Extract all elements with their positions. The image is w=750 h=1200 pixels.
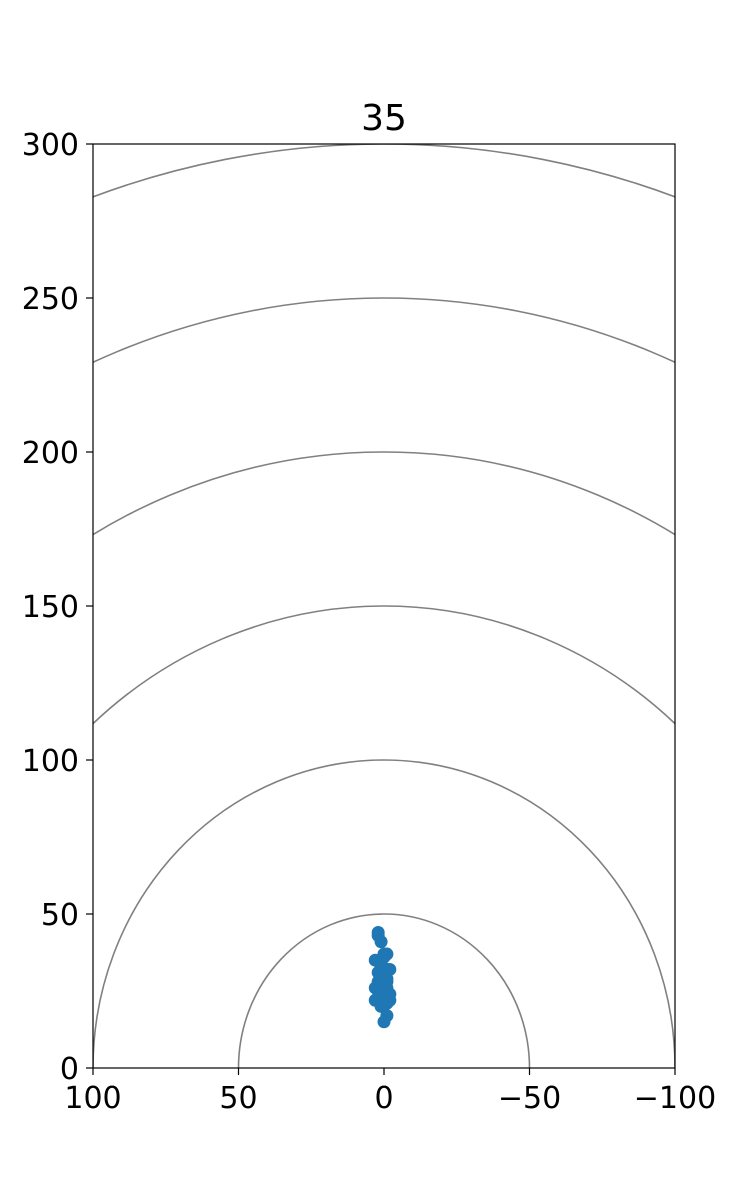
y-tick-label: 200: [22, 436, 79, 471]
x-tick-label: 0: [374, 1081, 393, 1116]
range-ring-150: [93, 605, 675, 725]
y-tick-label: 250: [22, 282, 79, 317]
data-points: [368, 925, 397, 1029]
range-ring-50: [237, 913, 531, 1068]
x-tick-label: 50: [219, 1081, 257, 1116]
data-point: [374, 935, 388, 949]
x-axis-ticks: 100 50 0 −50 −100: [64, 1068, 716, 1116]
data-point: [377, 1015, 391, 1029]
x-tick-label: −50: [498, 1081, 561, 1116]
data-point: [368, 953, 382, 967]
y-tick-label: 100: [22, 744, 79, 779]
y-tick-label: 150: [22, 590, 79, 625]
x-tick-label: 100: [64, 1081, 121, 1116]
range-ring-100: [93, 759, 675, 1068]
y-tick-label: 50: [41, 898, 79, 933]
range-ring-250: [93, 297, 675, 364]
data-point: [383, 993, 397, 1007]
chart-title: 35: [361, 98, 407, 139]
data-point: [377, 972, 391, 986]
range-ring-200: [93, 451, 675, 536]
y-axis-ticks: 0 50 100 150 200 250 300: [22, 128, 93, 1087]
y-tick-label: 0: [60, 1052, 79, 1087]
y-tick-label: 300: [22, 128, 79, 163]
x-tick-label: −100: [634, 1081, 716, 1116]
